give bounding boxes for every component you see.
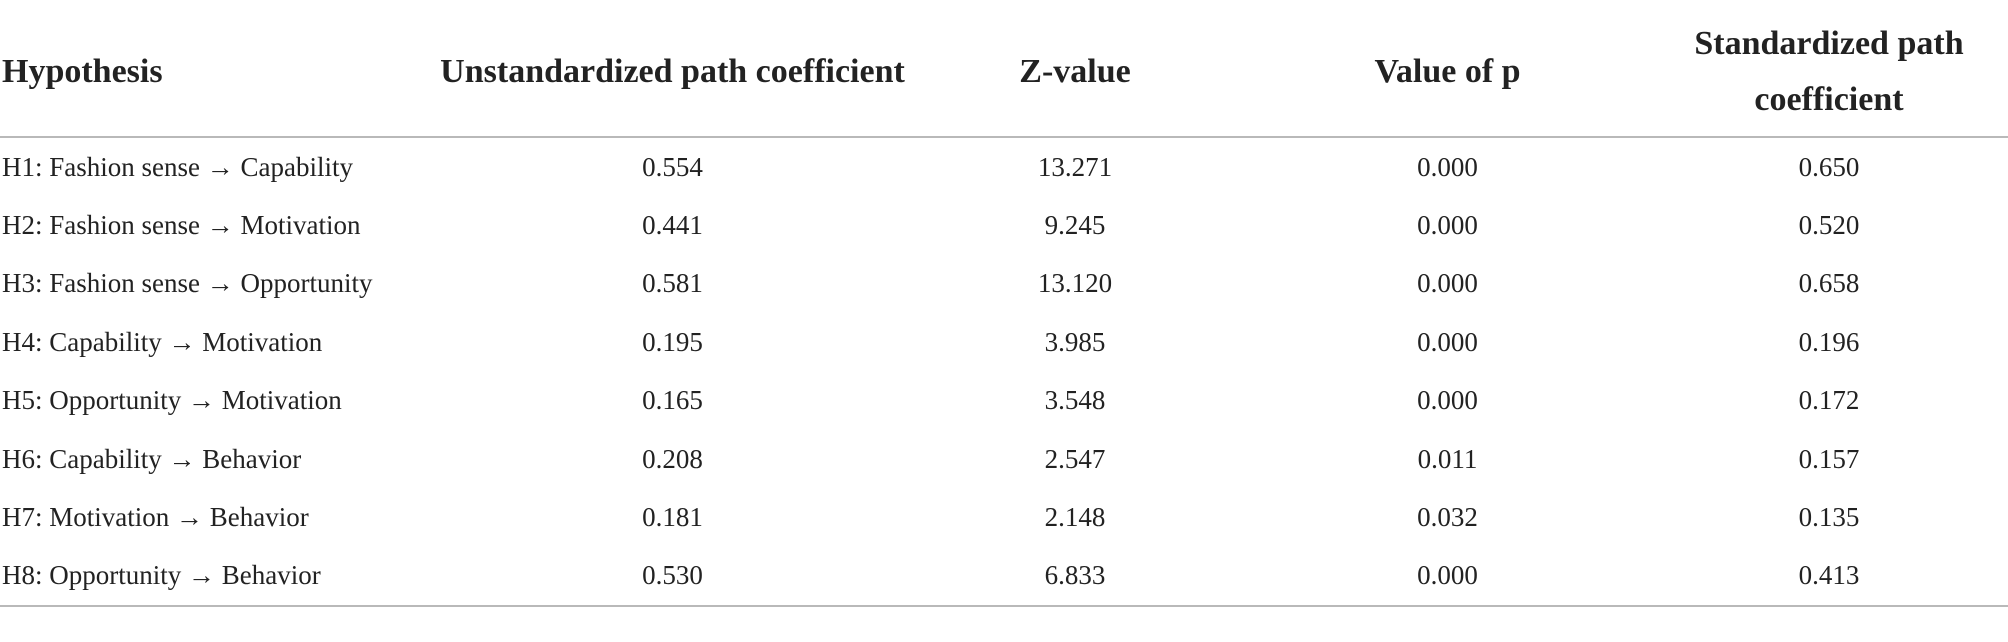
p-value-cell: 0.000 [1417,385,1478,416]
hypothesis-cell: H3: Fashion sense → Opportunity [2,268,373,299]
standardized-coefficient-cell: 0.172 [1798,385,1860,416]
p-value-cell: 0.011 [1417,443,1478,474]
unstandardized-coefficient-cell: 0.530 [440,546,905,608]
header-hypothesis: Hypothesis [0,8,440,138]
p-value-cell: 0.032 [1417,502,1478,533]
table-row: H2: Fashion sense → Motivation 0.441 9.2… [0,196,2008,254]
p-value-cell: 0.000 [1417,268,1478,299]
hypothesis-cell: H5: Opportunity → Motivation [2,385,342,416]
p-value-cell: 0.000 [1417,326,1478,357]
p-value-cell: 0.000 [1417,151,1478,182]
unstandardized-coefficient-cell: 0.181 [642,502,703,533]
hypothesis-cell: H8: Opportunity → Behavior [0,546,440,608]
table-row: H1: Fashion sense → Capability 0.554 13.… [0,137,2008,196]
header-row: Hypothesis Unstandardized path coefficie… [0,8,2008,138]
unstandardized-coefficient-cell: 0.581 [642,268,703,299]
header-standardized-path-coefficient: Standardized path coefficient [1650,8,2008,138]
z-value-cell: 3.548 [1044,385,1106,416]
table-row: H8: Opportunity → Behavior 0.530 6.833 0… [0,546,2008,608]
standardized-coefficient-cell: 0.157 [1798,443,1860,474]
z-value-cell: 6.833 [905,546,1245,608]
z-value-cell: 2.547 [1044,443,1106,474]
standardized-coefficient-cell: 0.650 [1798,151,1860,182]
table-row: H6: Capability → Behavior 0.208 2.547 0.… [0,430,2008,488]
table-row: H4: Capability → Motivation 0.195 3.985 … [0,313,2008,371]
hypothesis-cell: H2: Fashion sense → Motivation [2,210,361,241]
p-value-cell: 0.000 [1417,210,1478,241]
hypothesis-cell: H7: Motivation → Behavior [2,502,309,533]
header-value-of-p: Value of p [1245,8,1650,138]
standardized-coefficient-cell: 0.520 [1798,210,1860,241]
standardized-coefficient-cell: 0.658 [1798,268,1860,299]
standardized-coefficient-cell: 0.135 [1798,502,1860,533]
hypothesis-cell: H4: Capability → Motivation [2,326,323,357]
standardized-coefficient-cell: 0.196 [1798,326,1860,357]
header-unstandardized-path-coefficient: Unstandardized path coefficient [440,8,905,138]
table-row: H7: Motivation → Behavior 0.181 2.148 0.… [0,488,2008,546]
z-value-cell: 9.245 [1044,210,1106,241]
z-value-cell: 13.120 [1037,268,1113,299]
unstandardized-coefficient-cell: 0.554 [642,151,703,182]
hypothesis-cell: H1: Fashion sense → Capability [2,151,353,182]
unstandardized-coefficient-cell: 0.165 [642,385,703,416]
results-table: Hypothesis Unstandardized path coefficie… [0,8,2008,608]
table-header: Hypothesis Unstandardized path coefficie… [0,8,2008,138]
table-body: H1: Fashion sense → Capability 0.554 13.… [0,137,2008,608]
hypothesis-cell: H6: Capability → Behavior [2,443,302,474]
p-value-cell: 0.000 [1245,546,1650,608]
table-row: H5: Opportunity → Motivation 0.165 3.548… [0,372,2008,430]
unstandardized-coefficient-cell: 0.441 [642,210,703,241]
unstandardized-coefficient-cell: 0.195 [642,326,703,357]
z-value-cell: 13.271 [1037,151,1113,182]
standardized-coefficient-cell: 0.413 [1650,546,2008,608]
header-z-value: Z-value [905,8,1245,138]
unstandardized-coefficient-cell: 0.208 [642,443,703,474]
z-value-cell: 3.985 [1044,326,1106,357]
z-value-cell: 2.148 [1044,502,1106,533]
table-row: H3: Fashion sense → Opportunity 0.581 13… [0,255,2008,313]
